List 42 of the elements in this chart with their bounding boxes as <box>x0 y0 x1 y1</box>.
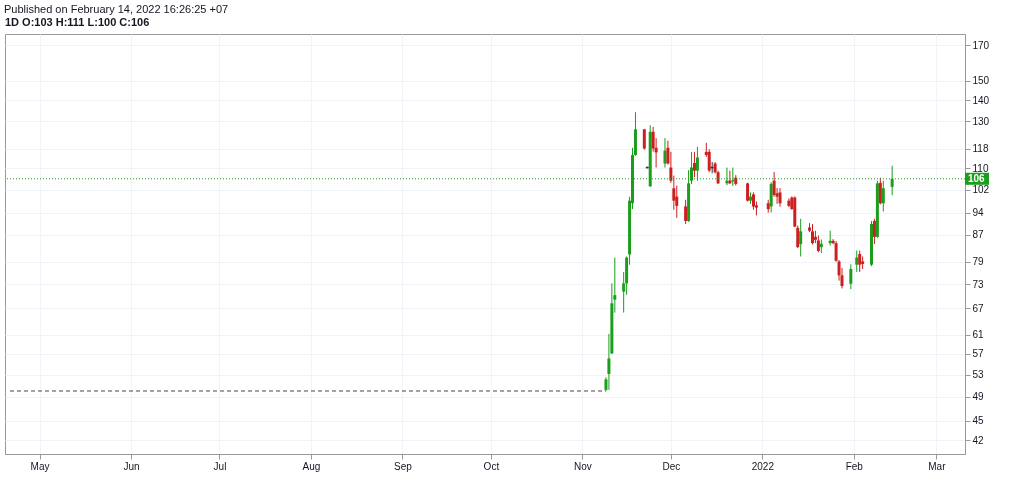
x-tick-label: Jul <box>213 460 227 472</box>
candlestick <box>684 199 688 225</box>
y-tick-label: 110 <box>972 162 989 174</box>
candlestick <box>872 218 876 245</box>
x-tick-label: Jun <box>123 460 140 472</box>
y-tick-label: 130 <box>972 115 990 127</box>
y-tick-label: 49 <box>972 391 985 403</box>
x-tick-label: Mar <box>928 460 947 472</box>
y-tick-label: 67 <box>972 302 985 314</box>
y-tick-label: 79 <box>972 256 985 268</box>
y-tick-label: 140 <box>972 94 990 106</box>
chart-title: 1D O:103 H:111 L:100 C:106 <box>5 16 150 28</box>
y-tick-label: 118 <box>972 143 989 154</box>
y-tick-label: 53 <box>972 369 985 381</box>
x-tick-label: Nov <box>573 460 592 472</box>
y-tick-label: 45 <box>972 415 985 427</box>
y-tick-label: 102 <box>972 184 990 196</box>
candlestick <box>878 177 882 205</box>
candlestick <box>778 187 782 208</box>
y-tick-label: 73 <box>972 278 985 290</box>
candlestick <box>849 263 853 290</box>
x-tick-label: Sep <box>393 460 413 472</box>
y-tick-label: 170 <box>972 39 990 51</box>
x-tick-label: Dec <box>662 460 681 472</box>
text: Published on February 14, 2022 16:26:25 +07 <box>3 2 230 15</box>
y-tick-label: 61 <box>972 329 985 341</box>
candlestick <box>855 250 859 273</box>
ref-line-label: 106 <box>968 172 986 184</box>
x-tick-label: Oct <box>483 460 500 472</box>
candlestick <box>799 218 803 257</box>
candlestick <box>692 151 696 178</box>
x-tick-label: May <box>30 460 50 472</box>
candlestick <box>881 180 885 213</box>
y-tick-label: 94 <box>972 207 985 219</box>
y-tick-label: 87 <box>972 229 985 241</box>
x-tick-label: Aug <box>302 460 321 472</box>
y-tick-label: 42 <box>972 434 985 446</box>
x-tick-label: 2022 <box>751 460 775 472</box>
y-tick-label: 150 <box>972 75 990 87</box>
x-tick-label: Feb <box>845 460 864 472</box>
y-tick-label: 57 <box>972 348 985 360</box>
candlestick <box>663 137 667 169</box>
